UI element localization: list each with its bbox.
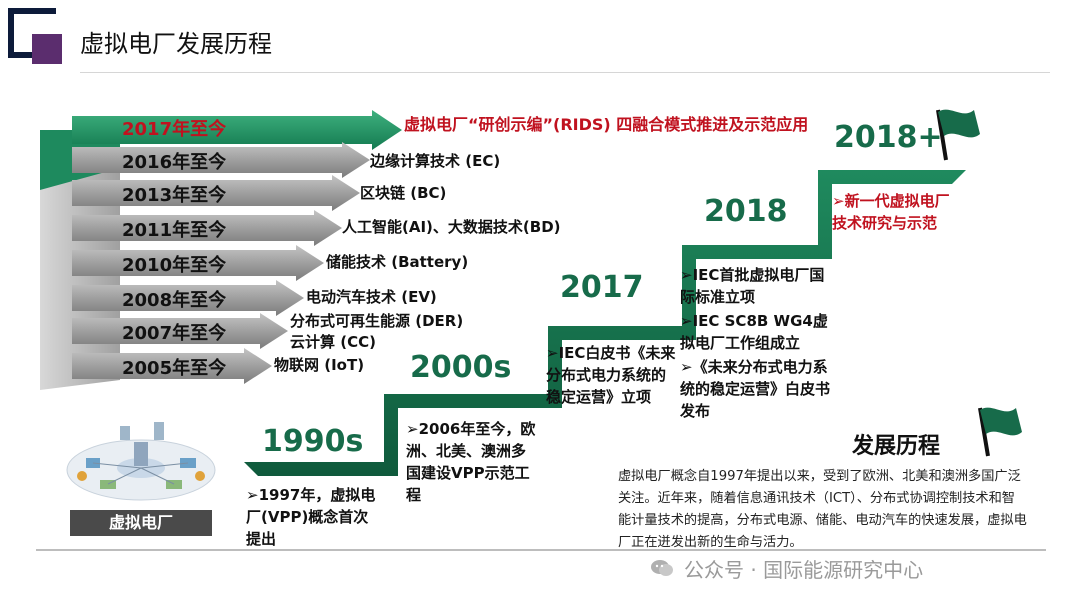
- milestone-2018-plus: 2018+: [834, 120, 943, 155]
- arrow-2008: [72, 280, 304, 316]
- flag-icon: [978, 407, 1022, 457]
- arrow-2017: [72, 110, 402, 150]
- arrow-2013: [72, 175, 360, 211]
- note-2000s: ➢2006年至今，欧洲、北美、澳洲多国建设VPP示范工程: [406, 420, 536, 504]
- footer-divider: [36, 549, 1046, 551]
- wechat-icon: [651, 560, 673, 576]
- arrow-year-label: 2005年至今: [122, 358, 227, 379]
- arrow-year-label: 2007年至今: [122, 323, 227, 344]
- note-1990s: ➢1997年，虚拟电厂(VPP)概念首次提出: [246, 486, 376, 548]
- vpp-illustration: [66, 422, 216, 501]
- vpp-caption: 虚拟电厂: [70, 510, 212, 536]
- tech-label-cc: 云计算 (CC): [290, 333, 376, 351]
- arrow-2011: [72, 210, 342, 246]
- tech-label-der: 分布式可再生能源 (DER): [290, 312, 464, 330]
- note-2018-b: ➢IEC SC8B WG4虚拟电厂工作组成立: [680, 312, 828, 352]
- arrow-2005: [72, 348, 272, 384]
- note-2017: ➢IEC白皮书《未来分布式电力系统的稳定运营》立项: [546, 344, 676, 406]
- milestone-2000s: 2000s: [410, 350, 512, 385]
- tech-label-rids: 虚拟电厂“研创示编”(RIDS) 四融合模式推进及示范应用: [404, 115, 809, 134]
- arrow-year-label: 2010年至今: [122, 255, 227, 276]
- flag-icon: [936, 109, 980, 161]
- arrow-year-label: 2016年至今: [122, 152, 227, 173]
- milestone-2018: 2018: [704, 194, 788, 229]
- tech-label-ec: 边缘计算技术 (EC): [370, 152, 501, 170]
- note-2018-c: ➢《未来分布式电力系统的稳定运营》白皮书发布: [680, 358, 831, 420]
- arrow-year-label: 2017年至今: [122, 119, 227, 140]
- tech-label-battery: 储能技术 (Battery): [326, 253, 469, 271]
- arrow-2010: [72, 245, 324, 281]
- tech-label-iot: 物联网 (IoT): [274, 356, 365, 374]
- title-divider: [80, 72, 1050, 73]
- tech-label-ev: 电动汽车技术 (EV): [306, 288, 437, 306]
- title-square-decoration: [32, 34, 62, 64]
- arrow-year-label: 2013年至今: [122, 185, 227, 206]
- milestone-2017: 2017: [560, 270, 644, 305]
- arrow-year-label: 2011年至今: [122, 220, 227, 241]
- development-title: 发展历程: [852, 434, 941, 459]
- arrow-year-label: 2008年至今: [122, 290, 227, 311]
- milestone-1990s: 1990s: [262, 424, 364, 459]
- tech-label-ai: 人工智能(AI)、大数据技术(BD): [342, 218, 561, 236]
- note-2018-plus: ➢新一代虚拟电厂技术研究与示范: [832, 192, 950, 232]
- watermark: 公众号 · 国际能源研究中心: [684, 558, 924, 582]
- note-2018-a: ➢IEC首批虚拟电厂国际标准立项: [680, 266, 825, 306]
- development-text: 虚拟电厂概念自1997年提出以来，受到了欧洲、北美和澳洲多国广泛关注。近年来，随…: [618, 469, 1027, 550]
- arrow-2007: [72, 313, 288, 349]
- tech-label-bc: 区块链 (BC): [360, 184, 447, 202]
- arrow-2016: [72, 142, 370, 178]
- page-title: 虚拟电厂发展历程: [80, 30, 272, 58]
